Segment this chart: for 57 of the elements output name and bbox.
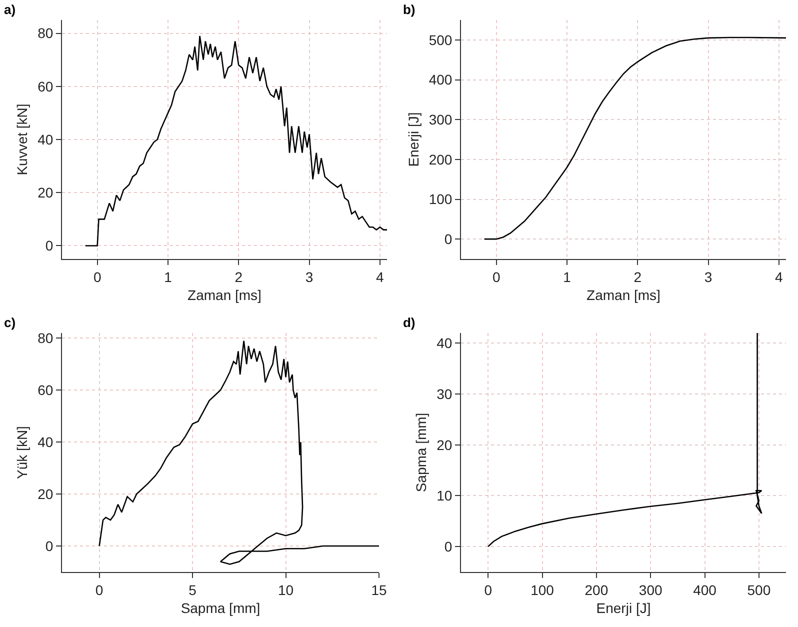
y-tick-label: 0 bbox=[444, 230, 452, 247]
line-series bbox=[487, 333, 762, 548]
y-tick-label: 20 bbox=[38, 486, 54, 502]
y-tick-label: 40 bbox=[38, 131, 54, 148]
x-tick-label: 200 bbox=[584, 582, 608, 598]
x-axis-title: Sapma [mm] bbox=[180, 600, 260, 616]
line-series bbox=[84, 35, 387, 246]
x-tick-label: 15 bbox=[371, 582, 387, 598]
x-tick-label: 2 bbox=[634, 268, 642, 285]
x-tick-label: 2 bbox=[234, 268, 243, 285]
y-tick-label: 20 bbox=[436, 436, 452, 453]
chart-title: b) bbox=[402, 2, 416, 17]
x-axis-title: Zaman [ms] bbox=[188, 287, 262, 304]
y-tick-label: 400 bbox=[428, 72, 452, 88]
x-tick-label: 3 bbox=[704, 268, 712, 285]
y-tick-label: 200 bbox=[428, 151, 452, 168]
y-tick-label: 0 bbox=[45, 238, 54, 254]
line-series bbox=[484, 36, 786, 240]
y-tick-label: 0 bbox=[444, 538, 452, 554]
y-axis-title: Sapma [mm] bbox=[413, 412, 430, 492]
x-tick-label: 10 bbox=[278, 582, 294, 598]
chart-title: d) bbox=[402, 314, 416, 330]
x-tick-label: 5 bbox=[188, 582, 197, 598]
y-tick-label: 20 bbox=[38, 184, 54, 201]
x-tick-label: 500 bbox=[747, 582, 771, 598]
x-tick-label: 100 bbox=[530, 582, 554, 598]
x-tick-label: 0 bbox=[484, 582, 492, 598]
y-axis-title: Kuvvet [kN] bbox=[14, 104, 30, 176]
y-tick-label: 10 bbox=[436, 488, 452, 504]
x-tick-label: 3 bbox=[305, 268, 314, 285]
x-axis-title: Enerji [J] bbox=[596, 600, 651, 616]
y-tick-label: 40 bbox=[38, 434, 54, 450]
y-tick-label: 80 bbox=[38, 330, 54, 346]
y-axis-title: Yük [kN] bbox=[14, 426, 30, 479]
y-tick-label: 100 bbox=[428, 191, 452, 208]
x-tick-label: 0 bbox=[492, 268, 500, 285]
y-tick-label: 500 bbox=[428, 32, 452, 48]
line-series bbox=[98, 340, 379, 565]
y-tick-label: 30 bbox=[436, 386, 452, 402]
y-tick-label: 60 bbox=[38, 382, 54, 398]
y-axis-title: Enerji [J] bbox=[405, 112, 422, 167]
x-tick-label: 1 bbox=[164, 268, 172, 285]
chart-title: a) bbox=[4, 2, 16, 17]
y-tick-label: 40 bbox=[436, 335, 452, 352]
x-tick-label: 4 bbox=[775, 268, 784, 285]
y-tick-label: 60 bbox=[38, 78, 54, 94]
y-tick-label: 0 bbox=[45, 538, 54, 554]
x-tick-label: 400 bbox=[693, 582, 717, 598]
y-tick-label: 300 bbox=[428, 111, 452, 128]
x-tick-label: 0 bbox=[93, 268, 102, 285]
x-axis-title: Zaman [ms] bbox=[586, 287, 660, 304]
y-tick-label: 80 bbox=[38, 25, 54, 42]
x-tick-label: 4 bbox=[376, 268, 384, 285]
x-tick-label: 300 bbox=[638, 582, 662, 598]
chart-title: c) bbox=[4, 314, 16, 330]
x-tick-label: 1 bbox=[563, 268, 572, 285]
x-tick-label: 0 bbox=[95, 582, 104, 598]
